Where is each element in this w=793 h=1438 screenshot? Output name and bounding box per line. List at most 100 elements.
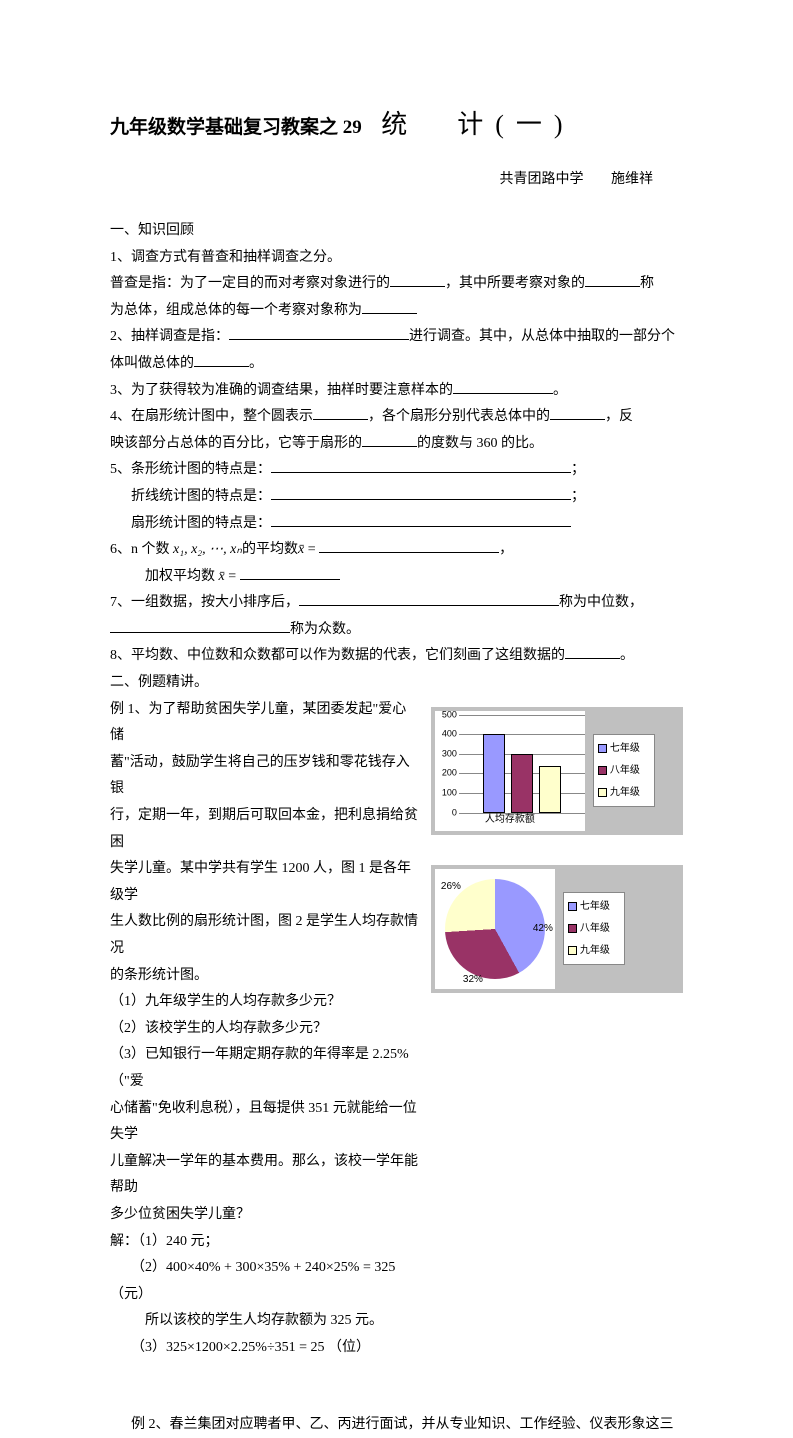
q6eq: =: [304, 542, 319, 557]
q3: 3、为了获得较为准确的调查结果，抽样时要注意样本的 。: [110, 378, 683, 405]
ex1-l8: （3）已知银行一年期定期存款的年得率是 2.25%（"爱: [110, 1042, 419, 1095]
y-tick: 300: [442, 745, 457, 762]
legend-row: 七年级: [568, 897, 620, 916]
q7b: 称为中位数，: [559, 595, 643, 610]
example1-row: 例 1、为了帮助贫困失学儿童，某团委发起"爱心储 蓄"活动，鼓励学生将自己的压岁…: [110, 697, 683, 1362]
q5-line2: 折线统计图的特点是：；: [110, 484, 683, 511]
q2c: 体叫做总体的: [110, 356, 194, 371]
legend-swatch: [598, 766, 607, 775]
author-name: 施维祥: [611, 172, 653, 187]
ex1-l10: 儿童解决一学年的基本费用。那么，该校一学年能帮助: [110, 1149, 419, 1202]
blank: [362, 300, 417, 314]
title-prefix: 九年级数学基础复习教案之 29: [110, 117, 362, 138]
q7-line2: 称为众数。: [110, 617, 683, 644]
legend-label: 八年级: [580, 919, 610, 938]
blank: [565, 645, 620, 659]
y-tick: 100: [442, 785, 457, 802]
title-main: 统 计(一): [381, 110, 574, 139]
blank: [390, 273, 445, 287]
q2d: 。: [249, 356, 263, 371]
legend-swatch: [568, 924, 577, 933]
legend-row: 九年级: [568, 941, 620, 960]
bar-plot-area: 0100200300400500 人均存款额: [435, 711, 585, 831]
blank: [362, 433, 417, 447]
q6c: ，: [499, 542, 513, 557]
legend-swatch: [598, 744, 607, 753]
q3a: 3、为了获得较为准确的调查结果，抽样时要注意样本的: [110, 383, 453, 398]
q6d: 加权平均数: [145, 569, 219, 584]
pie-slice-label: 26%: [441, 877, 461, 896]
ex1-l11: 多少位贫困失学儿童？: [110, 1202, 419, 1229]
blank: [271, 459, 571, 473]
bar-八年级: [511, 754, 533, 813]
q1-line3: 为总体，组成总体的每一个考察对象称为: [110, 298, 683, 325]
q4d: 映该部分占总体的百分比，它等于扇形的: [110, 436, 362, 451]
blank: [453, 380, 553, 394]
q2-line2: 体叫做总体的 。: [110, 351, 683, 378]
q5-line1: 5、条形统计图的特点是： ；: [110, 457, 683, 484]
q5b: ；: [571, 462, 585, 477]
blank: [550, 406, 605, 420]
legend-row: 八年级: [598, 761, 650, 780]
y-tick: 200: [442, 765, 457, 782]
q5-line3: 扇形统计图的特点是：: [110, 511, 683, 538]
legend-swatch: [598, 788, 607, 797]
ex1-l5: 的条形统计图。: [110, 963, 419, 990]
ex1-l4: 生人数比例的扇形统计图，图 2 是学生人均存款情况: [110, 909, 419, 962]
q6-line2: 加权平均数 x̄ =: [110, 564, 683, 591]
q2-line1: 2、抽样调查是指：进行调查。其中，从总体中抽取的一部分个: [110, 324, 683, 351]
example2-text: 例 2、春兰集团对应聘者甲、乙、丙进行面试，并从专业知识、工作经验、仪表形象这三: [110, 1412, 683, 1438]
legend-label: 九年级: [610, 783, 640, 802]
y-tick: 400: [442, 726, 457, 743]
blank: [240, 566, 340, 580]
q1b-text-c: 称: [640, 276, 654, 291]
q6vars: x₁, x₂, ⋯, xₙ: [173, 542, 242, 557]
school-name: 共青团路中学: [500, 172, 584, 187]
q7-line1: 7、一组数据，按大小排序后， 称为中位数，: [110, 590, 683, 617]
q5a: 5、条形统计图的特点是：: [110, 462, 271, 477]
ex1-l12: 解：（1）240 元；: [110, 1229, 419, 1256]
legend-row: 八年级: [568, 919, 620, 938]
q1-line1: 1、调查方式有普查和抽样调查之分。: [110, 245, 683, 272]
q1b-text-b: ，其中所要考察对象的: [445, 276, 585, 291]
ex1-l2: 行，定期一年，到期后可取回本金，把利息捐给贫困: [110, 803, 419, 856]
bar-xlabel: 人均存款额: [435, 810, 585, 829]
bar-七年级: [483, 734, 505, 812]
ex1-l0: 例 1、为了帮助贫困失学儿童，某团委发起"爱心储: [110, 697, 419, 750]
pie-chart: 42%32%26% 七年级八年级九年级: [431, 865, 683, 993]
pie-plot-area: 42%32%26%: [435, 869, 555, 989]
bar-bars: [463, 715, 581, 813]
q8: 8、平均数、中位数和众数都可以作为数据的代表，它们刻画了这组数据的。: [110, 643, 683, 670]
blank: [194, 353, 249, 367]
q3b: 。: [553, 383, 567, 398]
q2b: 进行调查。其中，从总体中抽取的一部分个: [409, 329, 675, 344]
page-title: 九年级数学基础复习教案之 29 统 计(一): [110, 100, 683, 149]
y-tick: 500: [442, 706, 457, 723]
ex1-l1: 蓄"活动，鼓励学生将自己的压岁钱和零花钱存入银: [110, 750, 419, 803]
example1-text: 例 1、为了帮助贫困失学儿童，某团委发起"爱心储 蓄"活动，鼓励学生将自己的压岁…: [110, 697, 419, 1362]
q4-line2: 映该部分占总体的百分比，它等于扇形的 的度数与 360 的比。: [110, 431, 683, 458]
bar-legend-inner: 七年级八年级九年级: [593, 734, 655, 807]
q1b-text-a: 普查是指：为了一定目的而对考察对象进行的: [110, 276, 390, 291]
ex1-l3: 失学儿童。某中学共有学生 1200 人，图 1 是各年级学: [110, 856, 419, 909]
q4e: 的度数与 360 的比。: [417, 436, 543, 451]
legend-swatch: [568, 902, 577, 911]
blank: [313, 406, 368, 420]
ex1-l9: 心储蓄"免收利息税），且每提供 351 元就能给一位失学: [110, 1096, 419, 1149]
q4b: ，各个扇形分别代表总体中的: [368, 409, 550, 424]
pie-slice-label: 42%: [533, 919, 553, 938]
ex1-l6: （1）九年级学生的人均存款多少元？: [110, 989, 419, 1016]
blank: [110, 619, 290, 633]
q6eq2: =: [225, 569, 240, 584]
bar-chart: 0100200300400500 人均存款额 七年级八年级九年级: [431, 707, 683, 835]
q6-line1: 6、n 个数 x₁, x₂, ⋯, xₙ的平均数x̄ = ，: [110, 537, 683, 564]
q7a: 7、一组数据，按大小排序后，: [110, 595, 299, 610]
content-body: 一、知识回顾 1、调查方式有普查和抽样调查之分。 普查是指：为了一定目的而对考察…: [110, 218, 683, 1438]
blank: [271, 486, 571, 500]
q1-line2: 普查是指：为了一定目的而对考察对象进行的 ，其中所要考察对象的 称: [110, 271, 683, 298]
pie-legend: 七年级八年级九年级: [555, 869, 627, 989]
ex1-calc2b: 所以该校的学生人均存款额为 325 元。: [110, 1308, 419, 1335]
blank: [585, 273, 640, 287]
bar-legend: 七年级八年级九年级: [585, 711, 657, 831]
legend-label: 七年级: [610, 739, 640, 758]
